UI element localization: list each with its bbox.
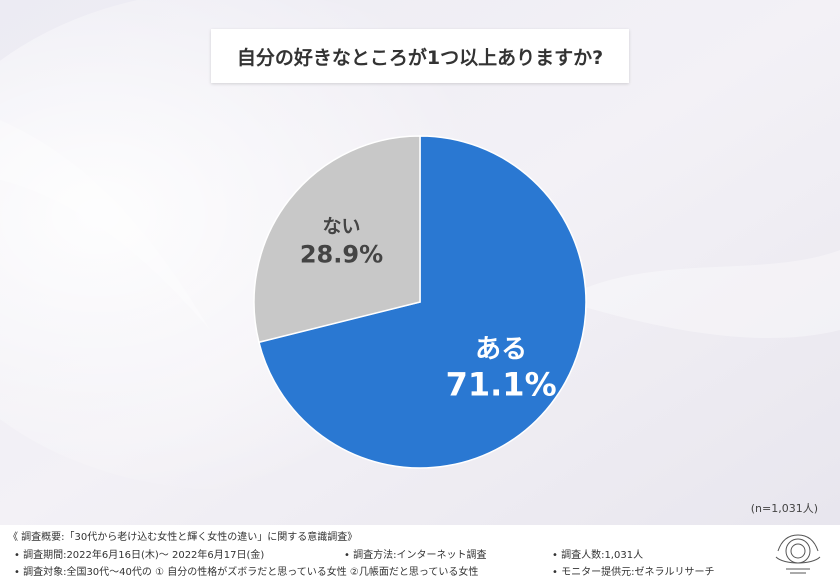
slice-percent-yes: 71.1% [446,365,557,403]
company-logo-icon [775,534,821,574]
background-swirl [0,120,210,330]
pie-slice-yes [258,135,587,469]
survey-provider: • モニター提供元:ゼネラルリサーチ [552,567,715,578]
slice-label-yes: ある [475,334,527,364]
survey-target: • 調査対象:全国30代〜40代の ① 自分の性格がズボラだと思っている女性 ②… [14,567,479,578]
chart-panel: ある 71.1% ない 28.9% 自分の好きなところが1つ以上ありますか? (n=1… [0,0,840,525]
chart-title: 自分の好きなところが1つ以上ありますか? [211,29,629,83]
sample-size: (n=1,031人) [750,502,818,515]
background-swirl [560,250,840,339]
slice-label-no: ない [322,216,360,238]
slice-percent-no: 28.9% [300,241,383,269]
survey-footer: 《 調査概要:「30代から老け込む女性と輝く女性の違い」に関する意識調査》 • … [0,525,840,582]
survey-method: • 調査方法:インターネット調査 [344,550,487,561]
pie-slice-no [253,135,421,344]
survey-count: • 調査人数:1,031人 [552,550,644,561]
survey-overview: 《 調査概要:「30代から老け込む女性と輝く女性の違い」に関する意識調査》 [8,532,358,543]
survey-period: • 調査期間:2022年6月16日(木)〜 2022年6月17日(金) [14,550,265,561]
